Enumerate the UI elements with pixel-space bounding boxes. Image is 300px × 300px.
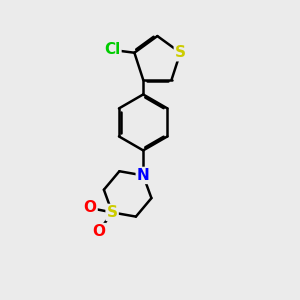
Text: O: O [83,200,97,215]
Text: N: N [137,168,149,183]
Text: S: S [106,205,118,220]
Text: S: S [175,45,186,60]
Text: Cl: Cl [104,42,120,57]
Text: O: O [92,224,105,239]
